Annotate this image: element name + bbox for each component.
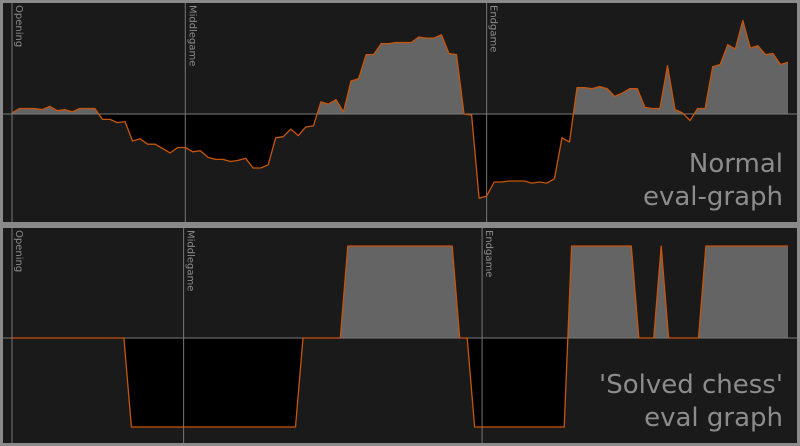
annotation-line: eval graph	[644, 403, 783, 433]
phase-label-opening: Opening	[13, 5, 24, 48]
disadvantage-area	[12, 114, 788, 199]
phase-label-middlegame: Middlegame	[184, 230, 196, 292]
annotation-line: 'Solved chess'	[599, 370, 783, 400]
annotation-line: Normal	[688, 149, 783, 179]
phase-label-endgame: Endgame	[483, 230, 495, 278]
eval-line	[11, 19, 789, 199]
annotation-line: eval-graph	[642, 182, 783, 212]
normal-eval-graph: Normal eval-graph Opening Middlegame Endga…	[3, 3, 797, 222]
normal-eval-plot	[3, 3, 797, 222]
phase-label-middlegame: Middlegame	[186, 5, 198, 67]
solved-eval-annotation: 'Solved chess' eval graph	[599, 369, 783, 435]
disadvantage-area	[12, 338, 788, 427]
eval-line	[12, 245, 788, 428]
solved-eval-graph: 'Solved chess' eval graph Opening Middleg…	[3, 228, 797, 443]
phase-label-opening: Opening	[13, 230, 24, 273]
normal-eval-annotation: Normal eval-graph	[643, 148, 783, 214]
solved-eval-plot	[3, 228, 797, 443]
advantage-area	[12, 246, 788, 338]
advantage-area	[12, 20, 788, 114]
phase-label-endgame: Endgame	[487, 5, 499, 53]
